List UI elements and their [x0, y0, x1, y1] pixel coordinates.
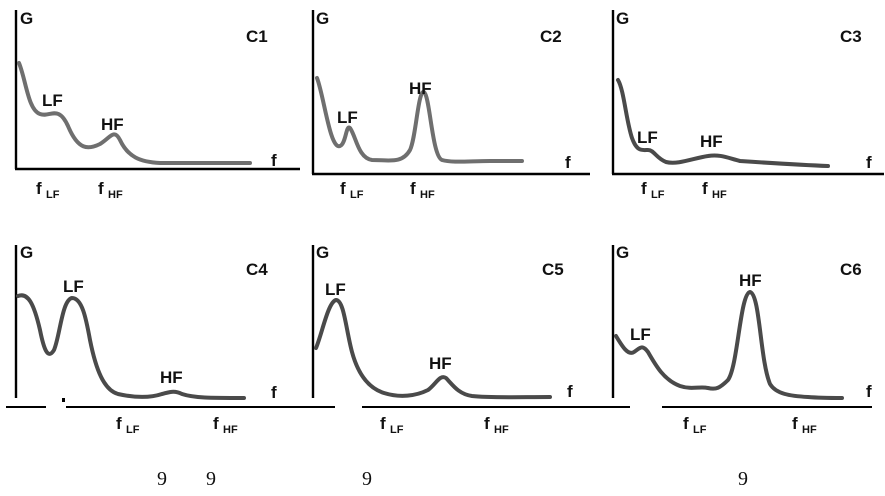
panel-c4-curve — [16, 293, 246, 400]
panel-c2-hf-label: HF — [409, 79, 432, 98]
panel-c2: G C2 LF HF f f LF f HF — [311, 9, 590, 201]
panel-c5-title: C5 — [542, 260, 564, 279]
panel-c2-flf-tick: f LF — [340, 179, 364, 201]
panel-c4-title: C4 — [246, 260, 268, 279]
panel-c6-x-label: f — [866, 382, 872, 401]
stray-mark: 9 — [157, 468, 167, 490]
panel-c3-y-label: G — [616, 9, 629, 28]
panel-c3-curve — [616, 78, 830, 168]
panel-c6-fhf-subscript: HF — [802, 424, 817, 436]
panel-c5-flf-tick: f LF — [380, 414, 404, 436]
panel-c2-y-label: G — [316, 9, 329, 28]
panel-c4-flf-tick: f LF — [116, 414, 140, 436]
panel-c6-flf-subscript: LF — [693, 424, 707, 436]
stray-mark: 9 — [738, 468, 748, 490]
panel-c2-lf-label: LF — [337, 108, 358, 127]
panel-c4-fhf-letter: f — [213, 414, 219, 433]
panel-c4-fhf-subscript: HF — [223, 424, 238, 436]
panel-c6-title: C6 — [840, 260, 862, 279]
panel-c1-fhf-subscript: HF — [108, 189, 123, 201]
panel-c5-hf-label: HF — [429, 354, 452, 373]
panel-c1-flf-tick: f LF — [36, 179, 60, 201]
panel-c2-fhf-letter: f — [410, 179, 416, 198]
panel-c3-title: C3 — [840, 27, 862, 46]
panel-c1-flf-subscript: LF — [46, 189, 60, 201]
panel-c6-flf-letter: f — [683, 414, 689, 433]
panel-c4-flf-subscript: LF — [126, 424, 140, 436]
panel-c1-flf-letter: f — [36, 179, 42, 198]
panel-c5-fhf-subscript: HF — [494, 424, 509, 436]
panel-c4-lf-label: LF — [63, 277, 84, 296]
panel-c6: G C6 LF HF f f LF f HF — [611, 243, 872, 436]
panel-c3-x-label: f — [866, 153, 872, 172]
panel-c5: G C5 LF HF f f LF f HF — [311, 243, 630, 436]
panel-c3-lf-label: LF — [637, 128, 658, 147]
panel-c4-fhf-tick: f HF — [213, 414, 238, 436]
panel-c6-y-label: G — [616, 243, 629, 262]
panel-c3-flf-letter: f — [641, 179, 647, 198]
panel-c6-hf-label: HF — [739, 271, 762, 290]
panel-c4-flf-letter: f — [116, 414, 122, 433]
panel-c4-y-label: G — [20, 243, 33, 262]
panel-c5-y-label: G — [316, 243, 329, 262]
panel-c2-x-label: f — [565, 153, 571, 172]
panel-c2-flf-letter: f — [340, 179, 346, 198]
panel-c1-y-label: G — [20, 9, 33, 28]
panel-c3-flf-subscript: LF — [651, 189, 665, 201]
panel-c4-dot-mark — [62, 398, 65, 402]
panel-c5-fhf-tick: f HF — [484, 414, 509, 436]
panel-c5-fhf-letter: f — [484, 414, 490, 433]
panel-c1-hf-label: HF — [101, 115, 124, 134]
panel-c4-hf-label: HF — [160, 368, 183, 387]
stray-marks: 9 9 9 9 — [157, 468, 748, 490]
panel-c2-fhf-subscript: HF — [420, 189, 435, 201]
stray-mark: 9 — [206, 468, 216, 490]
panel-c6-fhf-tick: f HF — [792, 414, 817, 436]
panel-c1-fhf-letter: f — [98, 179, 104, 198]
panel-c5-curve — [314, 298, 552, 400]
panel-c1: G C1 LF HF f f LF f HF — [14, 9, 300, 201]
panel-c3-fhf-letter: f — [702, 179, 708, 198]
panel-c1-curve — [17, 61, 252, 165]
panel-c2-curve — [315, 76, 524, 164]
panel-c1-lf-label: LF — [42, 91, 63, 110]
panel-c6-fhf-letter: f — [792, 414, 798, 433]
panel-c5-lf-label: LF — [325, 280, 346, 299]
panel-c1-title: C1 — [246, 27, 268, 46]
panel-c3-fhf-subscript: HF — [712, 189, 727, 201]
panel-c3-fhf-tick: f HF — [702, 179, 727, 201]
panel-c1-fhf-tick: f HF — [98, 179, 123, 201]
panel-c2-fhf-tick: f HF — [410, 179, 435, 201]
panel-c4-x-label: f — [271, 383, 277, 402]
panel-c3: G C3 LF HF f f LF f HF — [611, 9, 884, 201]
panel-c4: G C4 LF HF f f LF f HF — [6, 243, 335, 436]
panel-c6-flf-tick: f LF — [683, 414, 707, 436]
panel-c3-hf-label: HF — [700, 132, 723, 151]
panel-c1-x-label: f — [271, 151, 277, 170]
panel-c5-flf-letter: f — [380, 414, 386, 433]
stray-mark: 9 — [362, 468, 372, 490]
panel-c2-flf-subscript: LF — [350, 189, 364, 201]
panel-c6-lf-label: LF — [630, 325, 651, 344]
panel-c5-x-label: f — [567, 382, 573, 401]
panel-c3-flf-tick: f LF — [641, 179, 665, 201]
panel-c6-curve — [614, 290, 844, 400]
panel-c5-flf-subscript: LF — [390, 424, 404, 436]
panel-c2-title: C2 — [540, 27, 562, 46]
